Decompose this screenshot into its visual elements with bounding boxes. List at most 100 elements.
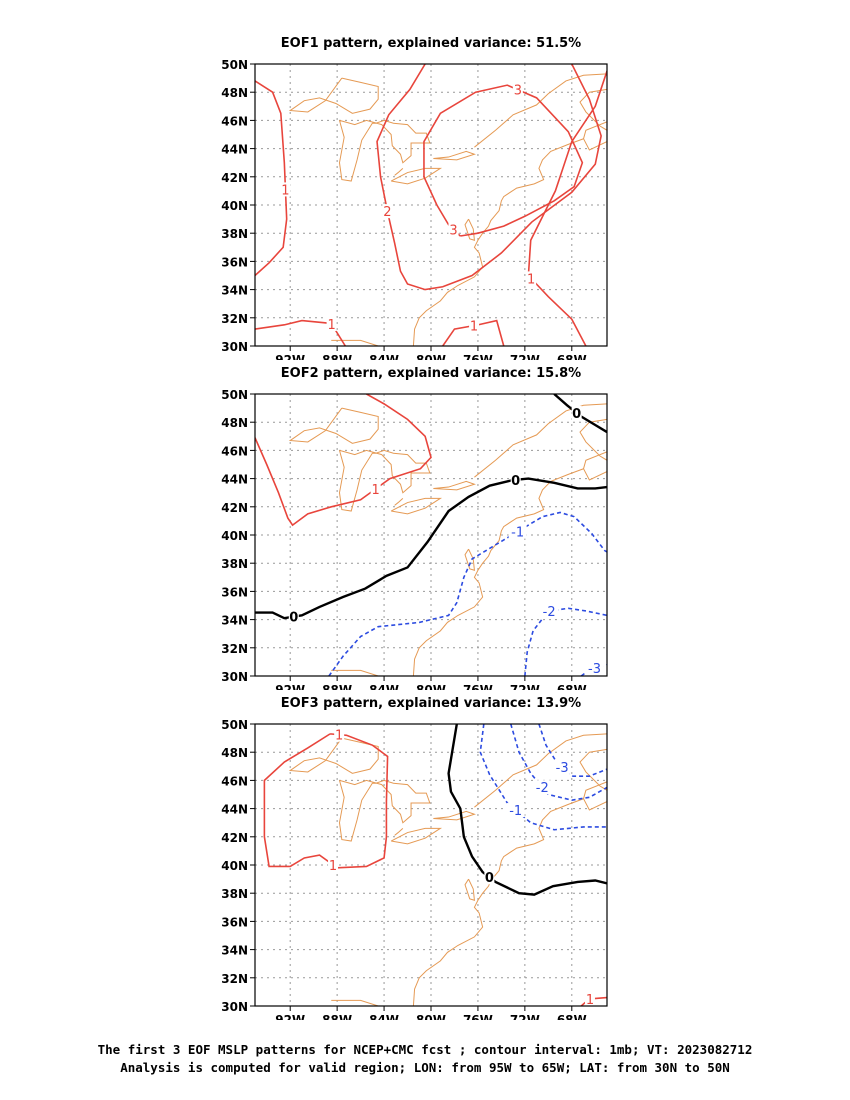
coastline (464, 218, 475, 241)
contour-label-bg (326, 316, 337, 331)
coastline (582, 121, 607, 151)
x-tick-label: 76W (463, 353, 493, 360)
contour-line-level-neg3 (538, 724, 607, 777)
coastline (331, 669, 389, 676)
coastline (412, 138, 584, 346)
coastline (579, 748, 607, 791)
eof2-title: EOF2 pattern, explained variance: 15.8% (280, 366, 582, 381)
contour-label-bg (510, 472, 521, 487)
x-tick-label: 88W (322, 1013, 352, 1020)
x-tick-label: 72W (510, 353, 540, 360)
eof1-panel: EOF1 pattern, explained variance: 51.5% … (0, 0, 850, 360)
coastline (338, 779, 431, 842)
x-tick-label: 72W (510, 683, 540, 690)
y-tick-label: 46N (221, 114, 248, 128)
eof2-map: 1 0 0 0 -1 -2 -3 30N 32N 34N 36N 38N 40N 42N 44N 46N 48N… (221, 388, 608, 690)
contour-label-bg (469, 318, 480, 333)
y-tick-label: 38N (221, 557, 248, 571)
contour-label: 0 (572, 407, 581, 422)
contour-label-bg (512, 82, 523, 97)
y-tick-label: 42N (221, 831, 248, 845)
coastline (288, 77, 379, 114)
coastline (331, 999, 389, 1006)
coastline (412, 798, 584, 1006)
y-tick-label: 38N (221, 227, 248, 241)
y-tick-label: 40N (221, 199, 248, 213)
x-tick-label: 68W (557, 683, 587, 690)
coastline (288, 407, 379, 444)
y-tick-label: 50N (221, 58, 248, 72)
contour-label: 1 (586, 993, 594, 1008)
y-tick-label: 48N (221, 86, 248, 100)
coastline (338, 119, 431, 182)
y-tick-label: 40N (221, 859, 248, 873)
x-tick-label: 84W (369, 353, 399, 360)
contour-label: -1 (511, 526, 524, 541)
y-tick-label: 44N (221, 143, 248, 157)
x-tick-label: 72W (510, 1013, 540, 1020)
contour-label-bg (484, 870, 495, 885)
contour-line-level-1 (527, 70, 607, 346)
y-tick-label: 50N (221, 388, 248, 402)
eof1-map: 1 1 1 1 2 3 3 30N 32N 34N 36N 38N 40N 42N 44N 46N 48N 50N… (221, 58, 608, 360)
coastline (390, 497, 443, 515)
y-tick-label: 44N (221, 803, 248, 817)
axes: 30N 32N 34N 36N 38N 40N 42N 44N 46N 48N 50N 92W 88W 8… (221, 718, 587, 1020)
contour-label: 1 (470, 320, 478, 335)
coastlines (255, 73, 607, 346)
contour-label-bg (540, 604, 559, 619)
contour-label-bg (334, 727, 345, 742)
y-tick-label: 50N (221, 718, 248, 732)
y-tick-label: 32N (221, 972, 248, 986)
contour-label: -3 (556, 761, 569, 776)
x-tick-label: 88W (322, 683, 352, 690)
coastline (433, 480, 477, 491)
coastlines (255, 733, 607, 1006)
contour-label: -1 (509, 804, 522, 819)
contour-label: 1 (327, 318, 335, 333)
contour-label: 0 (289, 611, 298, 626)
x-tick-label: 68W (557, 1013, 587, 1020)
coastline (474, 73, 607, 148)
contour-label-bg (571, 405, 582, 420)
coastline (433, 810, 477, 821)
eof3-panel: EOF3 pattern, explained variance: 13.9% … (0, 660, 850, 1020)
x-tick-label: 80W (416, 353, 446, 360)
coastline (338, 449, 431, 512)
y-tick-label: 46N (221, 444, 248, 458)
x-tick-label: 92W (275, 353, 305, 360)
coastline (579, 88, 607, 131)
y-tick-label: 30N (221, 340, 248, 354)
x-tick-label: 84W (369, 683, 399, 690)
y-tick-label: 36N (221, 255, 248, 269)
contour-label-bg (382, 204, 393, 219)
coastlines (255, 403, 607, 676)
coastline (464, 878, 475, 901)
contour-label-bg (328, 857, 339, 872)
contour-line-level-neg2 (510, 724, 607, 801)
coastline (331, 339, 389, 346)
contour-label-bg (448, 222, 459, 237)
contour-labels: 1 0 0 0 -1 -2 -3 (288, 405, 604, 677)
contour-label: 3 (514, 84, 522, 99)
coastline (390, 167, 443, 185)
y-tick-label: 30N (221, 670, 248, 684)
y-tick-label: 36N (221, 915, 248, 929)
contour-label-bg (370, 481, 381, 496)
contour-label: 1 (372, 483, 380, 498)
x-tick-label: 84W (369, 1013, 399, 1020)
contour-line-level-1 (255, 80, 288, 277)
coastline (390, 827, 443, 845)
x-tick-label: 80W (416, 1013, 446, 1020)
contour-label: -2 (543, 605, 556, 620)
contour-label-bg (553, 759, 572, 774)
y-tick-label: 42N (221, 171, 248, 185)
y-tick-label: 34N (221, 284, 248, 298)
x-tick-label: 68W (557, 353, 587, 360)
x-tick-label: 92W (275, 683, 305, 690)
eof3-map: 1 1 1 0 -1 -2 -3 30N 32N 34N 36N 38N 40N 42N 44N 46N 48N… (221, 718, 608, 1020)
contour-labels: 1 1 1 0 -1 -2 -3 (328, 727, 595, 1008)
contour-label-bg (585, 660, 604, 675)
contour-label: 1 (527, 272, 535, 287)
grid-lines (255, 64, 607, 346)
